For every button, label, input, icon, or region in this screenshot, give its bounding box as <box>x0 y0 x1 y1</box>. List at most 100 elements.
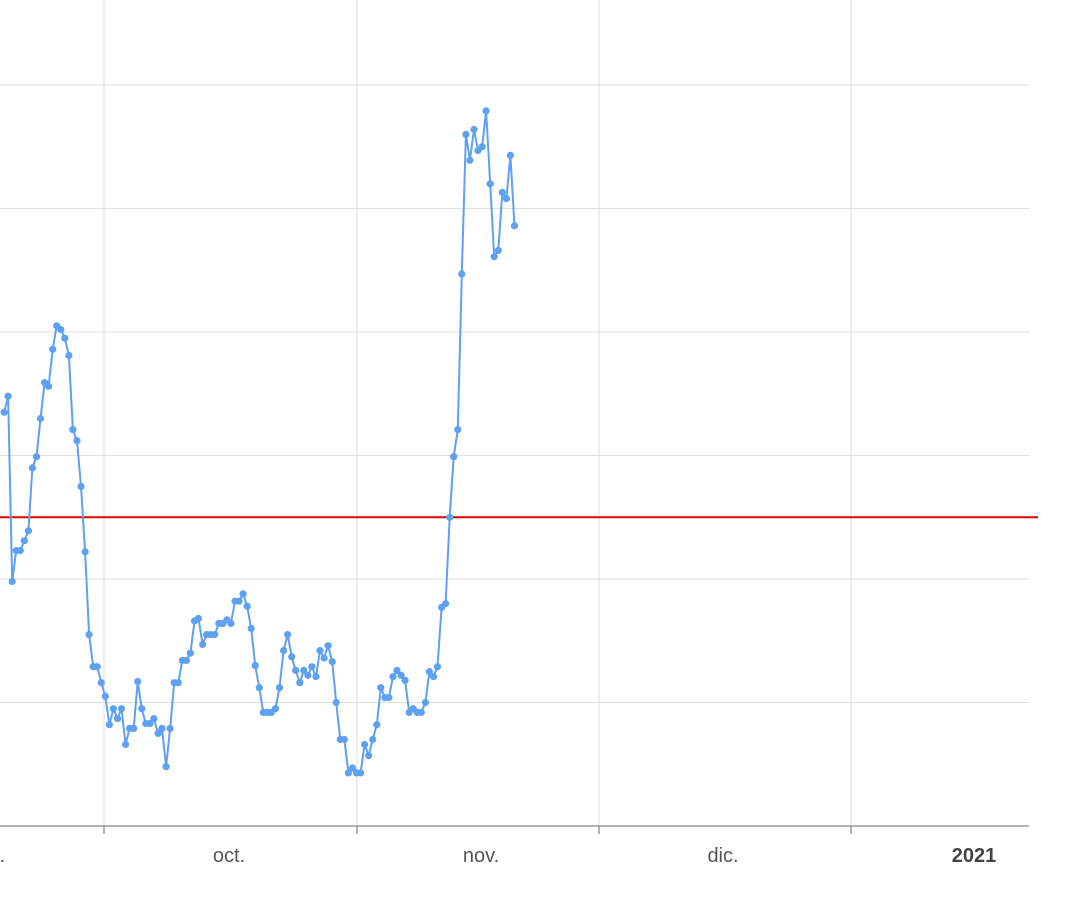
data-point <box>442 600 450 608</box>
data-point <box>117 705 126 713</box>
data-point <box>385 694 393 702</box>
data-point <box>239 590 247 598</box>
data-point <box>328 658 336 666</box>
data-point <box>417 708 425 717</box>
data-point <box>340 735 348 744</box>
data-point <box>490 253 498 261</box>
data-point <box>109 705 117 713</box>
data-point <box>0 408 8 416</box>
x-axis <box>0 825 1029 834</box>
data-point <box>450 453 458 461</box>
data-point <box>470 125 478 134</box>
data-point <box>154 729 162 738</box>
x-tick-label-sep: t. <box>0 845 5 867</box>
data-point <box>494 246 502 255</box>
data-point <box>57 325 65 334</box>
data-point <box>316 647 324 655</box>
data-point <box>105 721 113 729</box>
data-point <box>304 671 312 679</box>
data-point <box>45 382 53 390</box>
data-point <box>284 631 292 639</box>
x-tick-label-2021: 2021 <box>952 845 997 867</box>
data-point <box>271 705 280 713</box>
data-point <box>138 705 146 713</box>
data-point <box>446 513 454 521</box>
data-point <box>357 769 365 777</box>
data-point <box>433 663 442 671</box>
data-point <box>486 180 494 188</box>
data-point <box>482 107 490 115</box>
data-point <box>421 698 429 707</box>
data-point <box>28 464 36 472</box>
data-point <box>122 740 130 749</box>
data-point <box>93 663 101 671</box>
data-point <box>32 453 41 461</box>
series-layer <box>0 107 519 777</box>
data-point <box>324 642 332 650</box>
data-point <box>158 724 166 733</box>
data-point <box>227 619 235 628</box>
data-point <box>243 602 251 610</box>
data-point <box>365 752 373 760</box>
data-point <box>255 684 263 692</box>
data-point <box>401 676 409 684</box>
data-point <box>150 715 158 723</box>
data-point <box>502 195 510 203</box>
data-point <box>4 392 12 400</box>
data-point <box>20 537 28 545</box>
x-tick-labels: t. oct. nov. dic. 2021 <box>0 845 996 867</box>
data-point <box>61 334 69 342</box>
data-point <box>235 597 243 605</box>
data-point <box>462 130 470 138</box>
data-point <box>101 692 109 700</box>
data-point <box>393 666 401 675</box>
data-point <box>166 724 174 733</box>
data-point <box>211 631 219 639</box>
data-point <box>320 654 328 662</box>
data-point <box>478 143 486 151</box>
data-point <box>113 715 122 723</box>
data-point <box>292 666 300 675</box>
data-point <box>361 740 369 749</box>
data-point <box>458 270 466 278</box>
data-point <box>199 640 207 649</box>
data-point <box>69 426 77 434</box>
data-point <box>186 649 194 657</box>
data-point <box>369 735 377 744</box>
data-point <box>377 684 385 692</box>
data-point <box>24 527 32 535</box>
data-point <box>182 656 190 665</box>
data-point <box>16 547 24 555</box>
data-point <box>73 437 81 445</box>
data-point <box>454 426 462 434</box>
data-point <box>247 624 255 633</box>
data-point <box>429 673 438 681</box>
data-point <box>312 673 320 681</box>
data-point <box>425 668 433 676</box>
data-point <box>466 156 474 164</box>
data-point <box>348 764 357 772</box>
series-line <box>3 109 516 774</box>
data-point <box>36 414 45 423</box>
data-point <box>296 679 304 687</box>
data-point <box>300 666 308 675</box>
data-point <box>194 614 203 623</box>
gridlines <box>0 0 1029 826</box>
data-point <box>280 647 288 655</box>
x-tick-label-oct: oct. <box>213 845 245 867</box>
data-point <box>506 151 514 159</box>
data-point <box>134 677 142 686</box>
data-point <box>308 663 316 671</box>
data-point <box>174 679 182 687</box>
data-point <box>389 673 397 681</box>
x-tick-label-dec: dic. <box>707 845 738 867</box>
data-point <box>373 721 381 729</box>
data-point <box>332 698 340 707</box>
data-point <box>77 482 85 490</box>
data-point <box>97 679 105 687</box>
data-point <box>8 577 16 586</box>
data-point <box>162 763 170 771</box>
data-point <box>65 351 73 360</box>
data-point <box>498 188 506 196</box>
